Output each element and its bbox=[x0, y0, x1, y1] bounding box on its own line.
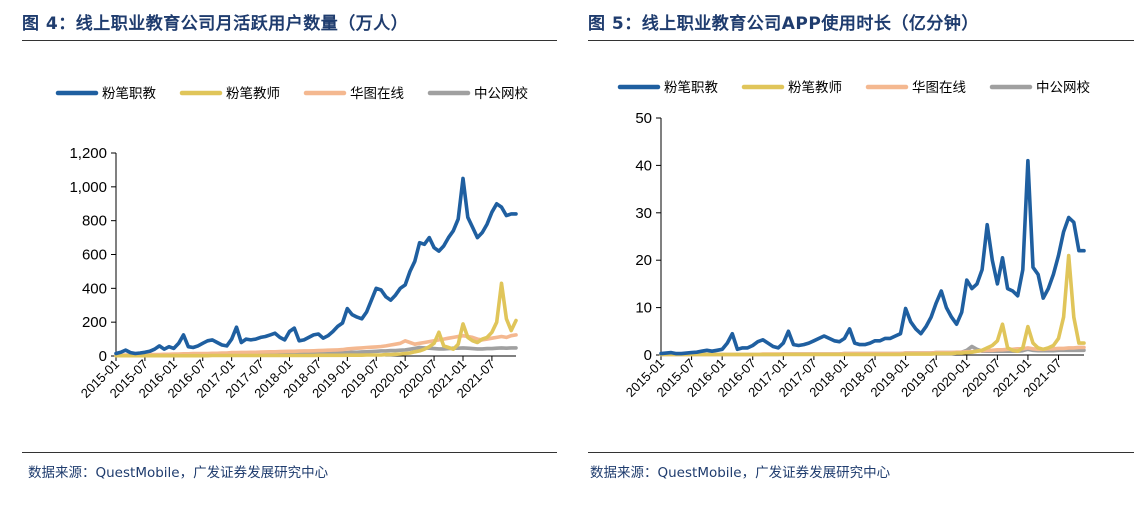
legend-label-1: 粉笔职教 bbox=[102, 86, 156, 102]
legend-label-3: 华图在线 bbox=[350, 86, 404, 102]
legend-label-2: 粉笔教师 bbox=[788, 80, 842, 96]
y-tick-label: 200 bbox=[82, 314, 107, 331]
series-line-3 bbox=[114, 333, 518, 358]
series-line-1 bbox=[659, 158, 1086, 356]
legend-label-3: 华图在线 bbox=[912, 80, 966, 96]
y-tick-label: 800 bbox=[82, 213, 107, 230]
y-tick-label: 50 bbox=[635, 110, 652, 127]
y-tick-label: 0 bbox=[644, 347, 652, 364]
y-tick-label: 30 bbox=[635, 205, 652, 222]
y-tick-label: 600 bbox=[82, 247, 107, 264]
legend-label-4: 中公网校 bbox=[1036, 79, 1090, 96]
legend-label-4: 中公网校 bbox=[474, 85, 528, 102]
legend-label-2: 粉笔教师 bbox=[226, 86, 280, 102]
series-line-2 bbox=[659, 253, 1086, 357]
series-line-1 bbox=[114, 176, 518, 356]
y-tick-label: 400 bbox=[82, 280, 107, 297]
figure-4-panel: 图 4：线上职业教育公司月活跃用户数量（万人） 粉笔职教 粉笔教师 华图在线 中公网校… bbox=[0, 0, 557, 521]
figure-5-panel: 图 5：线上职业教育公司APP使用时长（亿分钟） 粉笔职教 粉笔教师 华图在线 中公网… bbox=[586, 0, 1134, 521]
mau-line-chart: 粉笔职教 粉笔教师 华图在线 中公网校02004006008001,0001,2002… bbox=[55, 85, 528, 401]
figure-4-title: 图 4：线上职业教育公司月活跃用户数量（万人） bbox=[22, 14, 409, 34]
source-rule bbox=[22, 452, 557, 453]
y-tick-label: 40 bbox=[635, 157, 652, 174]
source-rule bbox=[588, 452, 1134, 453]
usage-time-line-chart: 粉笔职教 粉笔教师 华图在线 中公网校010203040502015-012015-0… bbox=[617, 79, 1090, 400]
series-line-2 bbox=[114, 281, 518, 358]
y-tick-label: 0 bbox=[99, 348, 107, 365]
y-tick-label: 1,000 bbox=[69, 179, 107, 196]
figure-4-source: 数据来源：QuestMobile，广发证券发展研究中心 bbox=[28, 465, 329, 481]
y-tick-label: 10 bbox=[635, 300, 652, 317]
title-rule bbox=[22, 40, 557, 41]
title-rule bbox=[588, 40, 1134, 41]
y-tick-label: 1,200 bbox=[69, 145, 107, 162]
legend-label-1: 粉笔职教 bbox=[664, 80, 718, 96]
y-tick-label: 20 bbox=[635, 252, 652, 269]
figure-5-source: 数据来源：QuestMobile，广发证券发展研究中心 bbox=[590, 465, 891, 481]
figure-5-title: 图 5：线上职业教育公司APP使用时长（亿分钟） bbox=[588, 14, 979, 34]
